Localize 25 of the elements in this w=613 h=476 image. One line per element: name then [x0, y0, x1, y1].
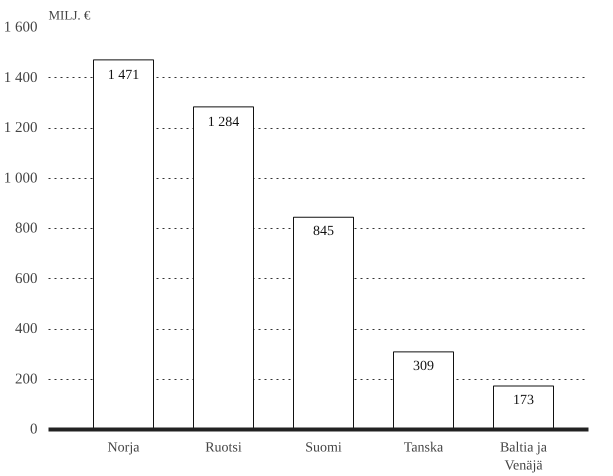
bar — [293, 216, 354, 430]
x-tick-label: Suomi — [305, 440, 342, 456]
data-label: 1 284 — [208, 114, 240, 130]
y-tick-label: 400 — [15, 321, 38, 337]
x-tick-label: Norja — [108, 440, 140, 456]
y-tick-label: 600 — [15, 270, 38, 287]
bar — [93, 59, 154, 430]
y-tick-label: 1 200 — [4, 120, 38, 136]
data-label: 1 471 — [108, 68, 140, 83]
x-tick-label: Baltia ja Venäjä — [500, 440, 548, 474]
y-tick-label: 800 — [15, 220, 38, 236]
bar — [193, 106, 254, 430]
x-tick-label: Ruotsi — [205, 440, 242, 456]
data-label: 173 — [513, 393, 534, 408]
y-axis-title: MILJ. € — [48, 8, 91, 22]
data-label: 845 — [313, 224, 334, 240]
y-tick-label: 0 — [30, 422, 38, 438]
bar — [393, 351, 454, 430]
data-label: 309 — [413, 358, 434, 374]
y-tick-label: 1 400 — [4, 70, 38, 86]
y-tick-label: 200 — [15, 371, 38, 388]
x-tick-label: Tanska — [404, 440, 444, 456]
y-tick-label: 1 000 — [4, 170, 38, 186]
bar — [493, 386, 554, 430]
y-tick-label: 1 600 — [4, 20, 38, 36]
